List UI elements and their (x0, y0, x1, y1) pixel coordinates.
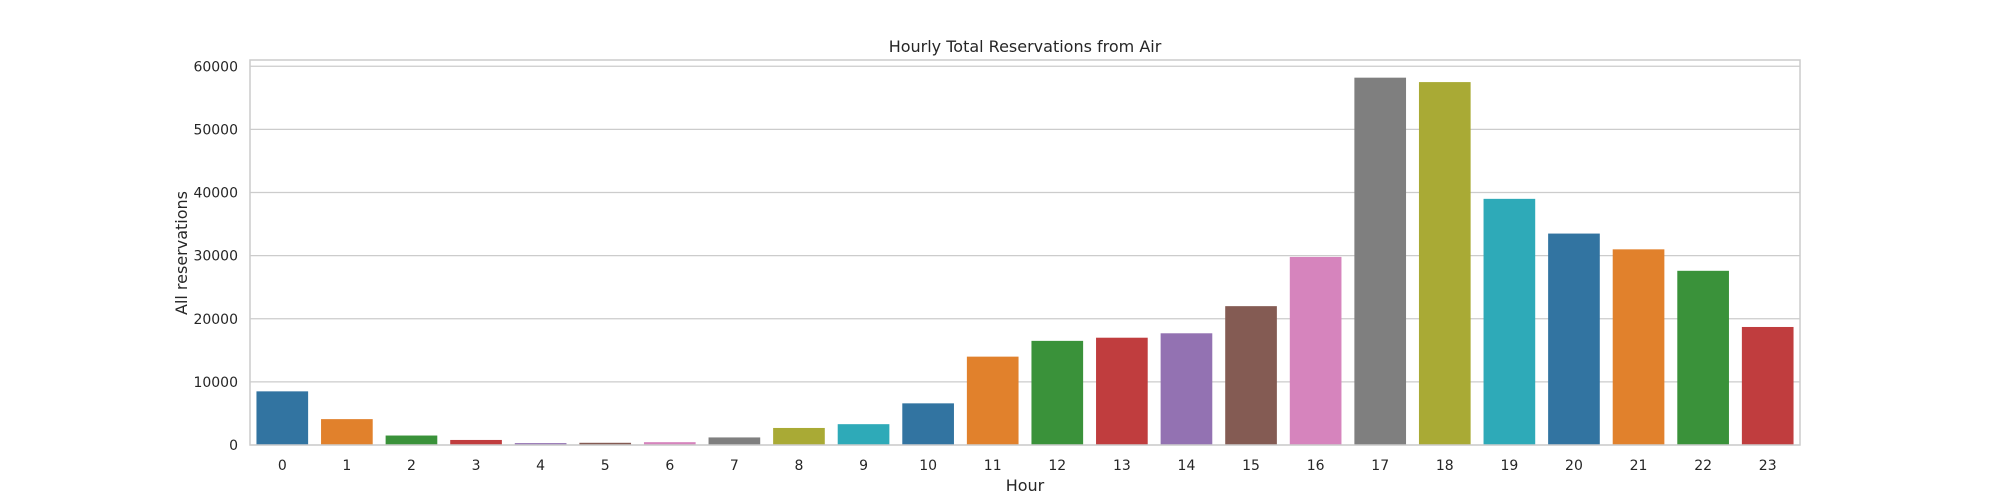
bar-hour-12 (1031, 340, 1084, 445)
bar-hour-23 (1741, 326, 1794, 445)
bar-hour-15 (1225, 306, 1277, 445)
bar-hour-6 (643, 442, 696, 445)
bar-hour-16 (1289, 256, 1342, 445)
bar-hour-7 (708, 437, 761, 445)
y-tick-label: 40000 (193, 186, 238, 202)
bar-hour-18 (1418, 82, 1471, 446)
x-tick-label: 5 (601, 458, 610, 474)
bar-hour-0 (256, 391, 309, 445)
y-tick-label: 30000 (193, 249, 238, 265)
bar-hour-14 (1160, 333, 1213, 445)
bar-hour-11 (966, 356, 1019, 445)
y-tick-label: 0 (229, 438, 238, 454)
x-tick-label: 11 (984, 458, 1002, 474)
x-tick-label: 15 (1242, 458, 1260, 474)
y-axis-label: All reservations (172, 191, 191, 315)
bar-hour-5 (579, 442, 632, 445)
bar-hour-2 (385, 435, 438, 445)
bars (256, 77, 1794, 446)
x-tick-label: 17 (1371, 458, 1389, 474)
x-tick-label: 7 (730, 458, 739, 474)
y-tick-label: 60000 (193, 59, 238, 75)
bar-hour-21 (1612, 249, 1665, 445)
bar-hour-17 (1354, 77, 1407, 446)
x-tick-label: 23 (1759, 458, 1777, 474)
x-tick-label: 18 (1436, 458, 1454, 474)
chart-title: Hourly Total Reservations from Air (889, 37, 1162, 56)
x-tick-label: 12 (1048, 458, 1066, 474)
x-tick-label: 14 (1178, 458, 1196, 474)
y-tick-label: 50000 (193, 122, 238, 138)
y-tick-label: 10000 (193, 375, 238, 391)
x-tick-label: 20 (1565, 458, 1583, 474)
x-tick-labels: 0 1 2 3 4 5 6 7 8 9 10 11 12 13 14 15 16 17 18 19 20 21 22 23 (278, 458, 1777, 474)
bar-hour-10 (902, 403, 954, 445)
x-tick-label: 4 (536, 458, 545, 474)
x-tick-label: 13 (1113, 458, 1131, 474)
x-tick-label: 19 (1500, 458, 1518, 474)
bar-hour-19 (1483, 198, 1536, 445)
bar-hour-13 (1096, 337, 1148, 445)
x-axis-label: Hour (1006, 476, 1045, 495)
y-tick-label: 20000 (193, 312, 238, 328)
bar-hour-4 (514, 443, 567, 445)
x-tick-label: 22 (1694, 458, 1712, 474)
bar-hour-20 (1548, 233, 1600, 445)
bar-hour-3 (450, 439, 502, 445)
x-tick-label: 16 (1307, 458, 1325, 474)
x-tick-label: 1 (342, 458, 351, 474)
x-tick-label: 6 (665, 458, 674, 474)
bar-hour-1 (321, 419, 373, 445)
x-tick-label: 10 (919, 458, 937, 474)
bar-hour-8 (773, 427, 825, 445)
y-tick-labels: 0 10000 20000 30000 40000 50000 60000 (193, 59, 238, 454)
gridlines (250, 65, 1800, 446)
x-tick-label: 9 (859, 458, 868, 474)
plot-frame (249, 59, 1801, 446)
x-tick-label: 0 (278, 458, 287, 474)
bar-hour-9 (837, 424, 890, 445)
x-tick-label: 3 (472, 458, 481, 474)
bar-hour-22 (1677, 270, 1729, 445)
x-tick-label: 2 (407, 458, 416, 474)
x-tick-label: 8 (794, 458, 803, 474)
x-tick-label: 21 (1630, 458, 1648, 474)
